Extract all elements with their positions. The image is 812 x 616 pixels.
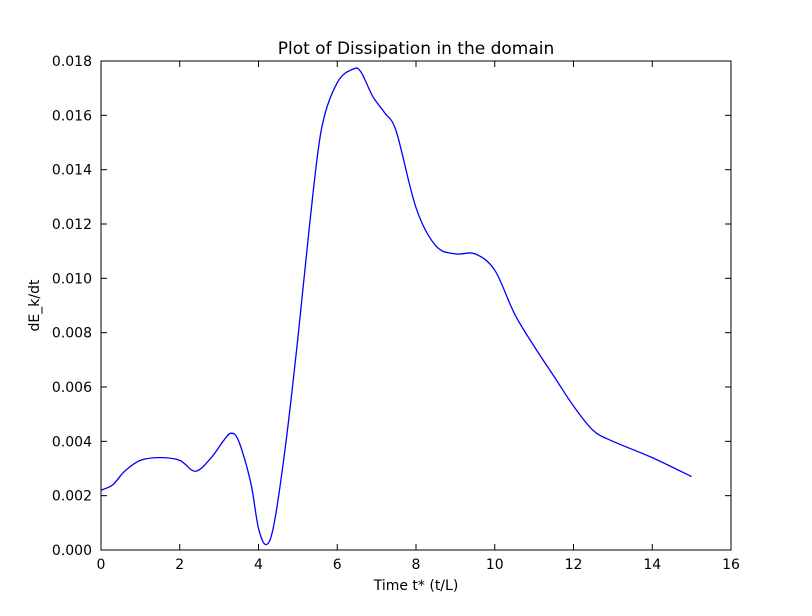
y-tick-label: 0.006 (52, 380, 92, 396)
x-axis-label: Time t* (t/L) (373, 578, 459, 594)
y-tick-label: 0.004 (52, 434, 92, 450)
y-tick-label: 0.012 (52, 217, 92, 233)
y-tick-label: 0.016 (52, 108, 92, 124)
x-tick-label: 16 (722, 557, 740, 573)
y-axis-label: dE_k/dt (27, 279, 43, 331)
x-tick-label: 6 (333, 557, 342, 573)
x-tick-label: 4 (254, 557, 263, 573)
chart-title: Plot of Dissipation in the domain (278, 39, 555, 59)
y-tick-label: 0.010 (52, 271, 92, 287)
x-tick-label: 8 (412, 557, 421, 573)
y-tick-label: 0.000 (52, 543, 92, 559)
series-layer (100, 67, 692, 546)
x-tick-label: 2 (175, 557, 184, 573)
x-tick-label: 0 (97, 557, 106, 573)
x-tick-label: 10 (486, 557, 504, 573)
series-line-0 (100, 67, 692, 546)
plot-frame (100, 60, 732, 551)
y-tick-label: 0.014 (52, 163, 92, 179)
x-tick-label: 12 (565, 557, 583, 573)
y-tick-label: 0.008 (52, 326, 92, 342)
y-tick-label: 0.018 (52, 54, 92, 70)
y-tick-label: 0.002 (52, 489, 92, 505)
x-tick-label: 14 (643, 557, 661, 573)
